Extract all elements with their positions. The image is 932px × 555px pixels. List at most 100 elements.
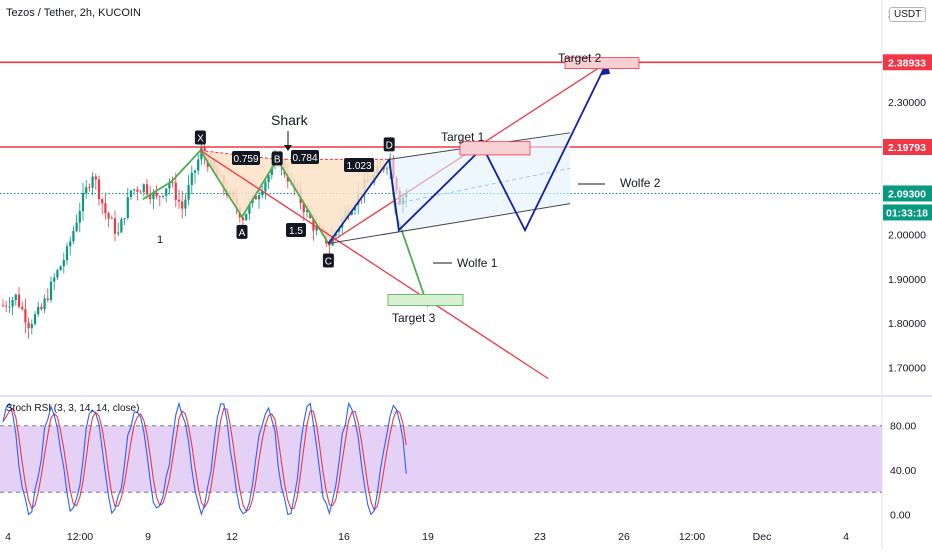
candle-body: [120, 219, 123, 233]
price-tick-label: 2.00000: [888, 230, 926, 242]
candle-body: [75, 222, 78, 231]
price-badge-bg: [883, 54, 932, 71]
candle-body: [184, 199, 187, 209]
wolfe2-label: Wolfe 2: [620, 176, 661, 190]
point-b-label: B: [274, 154, 281, 165]
price-tick-label: 1.70000: [888, 362, 926, 374]
candle-body: [62, 260, 65, 267]
candle-body: [123, 218, 126, 220]
candle-body: [267, 174, 270, 183]
candle-body: [97, 179, 101, 200]
candle-body: [264, 182, 267, 192]
ratio-bd-label-bg: [344, 158, 374, 172]
candle-body: [17, 294, 21, 307]
candle-body: [101, 199, 104, 204]
time-tick-label: 19: [422, 531, 434, 543]
ratio-ac-label: 0.784: [292, 153, 317, 164]
ratio-xc-label: 1.5: [289, 226, 303, 237]
stoch-tick-label: 0.00: [890, 509, 911, 521]
point-b-label-bg: [271, 151, 283, 166]
point-c-label: C: [325, 256, 332, 267]
candle-body: [161, 195, 165, 197]
candle-body: [302, 203, 305, 213]
candle-body: [11, 300, 14, 307]
candle-body: [107, 213, 110, 219]
projection-channel: [389, 132, 570, 231]
candle-body: [261, 191, 264, 196]
candle-body: [81, 192, 85, 212]
candle-body: [104, 203, 107, 214]
candle-body: [126, 197, 129, 219]
time-tick-label: 26: [618, 531, 630, 543]
point-d-label-bg: [383, 137, 395, 152]
candle-body: [181, 201, 184, 209]
candle-body: [248, 203, 251, 214]
candle-body: [245, 213, 248, 221]
candle-body: [168, 182, 171, 189]
candle-body: [117, 232, 120, 234]
candle-body: [241, 217, 245, 221]
time-tick-label: 16: [338, 531, 350, 543]
candle-body: [190, 172, 193, 186]
candle-body: [197, 159, 200, 171]
candle-body: [145, 184, 149, 195]
candle-body: [113, 218, 117, 234]
candle-body: [85, 187, 88, 193]
candle-body: [56, 270, 59, 278]
target2-label: Target 2: [558, 51, 602, 65]
time-tick-label: 9: [145, 531, 151, 543]
candle-body: [43, 298, 46, 310]
candle-body: [37, 306, 40, 315]
candle-body: [152, 192, 155, 200]
shark-annotation: Shark: [271, 112, 309, 128]
candle-body: [46, 298, 49, 300]
wave-1-label: 1: [157, 234, 163, 246]
candle-body: [1, 305, 5, 307]
candle-body: [8, 306, 11, 308]
target2-box: [564, 57, 640, 70]
currency-button[interactable]: USDT: [889, 7, 927, 22]
stoch-k-line: [2, 401, 407, 517]
candle-body: [257, 195, 261, 200]
time-tick-label: 12:00: [67, 531, 93, 543]
price-badge-bg: [883, 139, 932, 156]
ratio-xc-label-bg: [286, 223, 306, 237]
candle-body: [49, 281, 53, 300]
candle-body: [328, 243, 331, 246]
symbol-title: Tezos / Tether, 2h, KUCOIN: [6, 7, 141, 19]
candle-body: [72, 230, 75, 242]
price-badge-label: 2.09300: [888, 188, 926, 200]
candle-body: [53, 277, 56, 282]
wolfe1-label: Wolfe 1: [457, 256, 498, 270]
price-badge-bg: [883, 185, 932, 202]
price-badge-bg: [883, 204, 932, 221]
candle-body: [171, 182, 174, 184]
point-x-label: X: [197, 134, 204, 145]
point-x-label-bg: [194, 130, 206, 145]
candle-body: [142, 184, 145, 192]
time-tick-label: 4: [5, 531, 11, 543]
point-a-label: A: [239, 228, 246, 239]
price-badge-label: 2.38933: [888, 57, 926, 69]
candle-body: [305, 210, 309, 213]
candle-body: [40, 306, 43, 310]
stoch-tick-label: 80.00: [890, 421, 916, 433]
candle-body: [139, 191, 142, 193]
candle-body: [88, 187, 91, 188]
candle-body: [30, 323, 33, 329]
point-c-label-bg: [322, 253, 334, 268]
cd-blue-line: [327, 158, 390, 244]
point-d-label: D: [386, 140, 393, 151]
candle-body: [91, 176, 94, 188]
candle-body: [133, 189, 136, 191]
pattern-fill-xab: [200, 150, 278, 217]
price-tick-label: 1.90000: [888, 274, 926, 286]
target3-label: Target 3: [392, 311, 436, 325]
candle-body: [27, 322, 30, 329]
candle-body: [110, 218, 113, 220]
time-tick-label: 12: [226, 531, 238, 543]
price-badge-label: 2.19793: [888, 142, 926, 154]
candle-body: [177, 199, 181, 202]
